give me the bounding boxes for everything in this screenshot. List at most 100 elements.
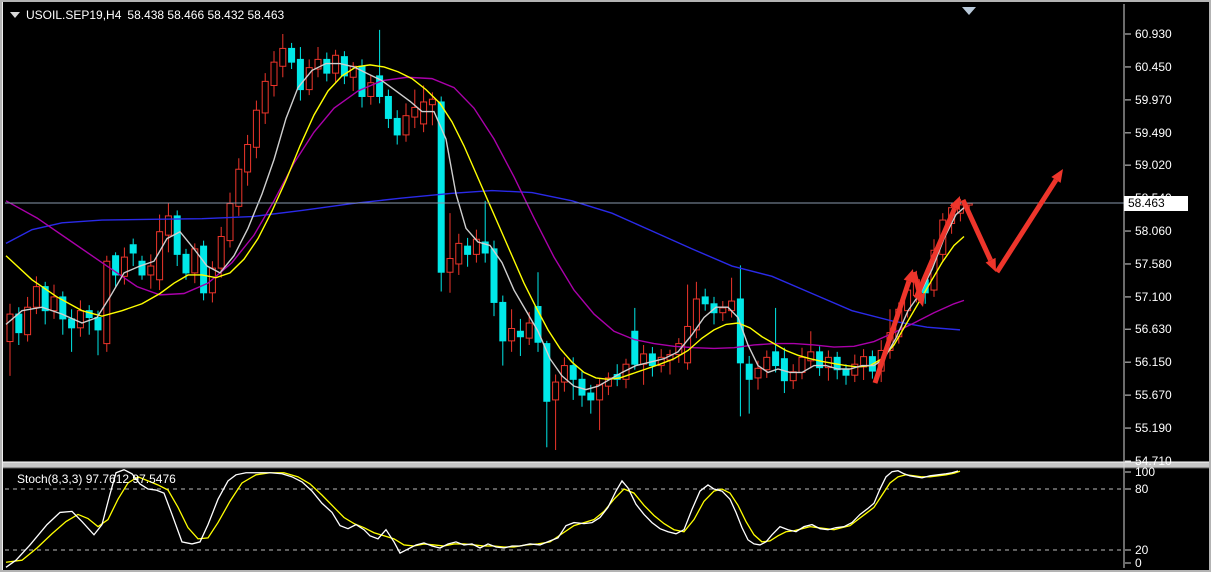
candle-bear [129, 244, 137, 254]
candle-bull [208, 267, 216, 294]
candle-bull [596, 384, 604, 401]
candle-bear [701, 296, 709, 305]
candle-bull [261, 80, 269, 114]
candle-bear [200, 245, 208, 294]
arrow-shaft[interactable] [960, 198, 993, 262]
ma-mid-yellow [5, 64, 965, 381]
candle-bear [376, 75, 384, 97]
price-tick-label: 54.710 [1135, 454, 1172, 468]
stoch-tick-label: 0 [1135, 556, 1142, 570]
candle-bear [182, 253, 190, 274]
candle-bull [446, 257, 454, 273]
candle-bear [569, 365, 577, 380]
arrow-shaft[interactable] [913, 206, 958, 299]
candle-bear [481, 241, 489, 254]
candle-bull [314, 58, 322, 70]
arrow-head[interactable] [985, 257, 996, 272]
candle-bull [270, 61, 278, 86]
price-tick-label: 60.450 [1135, 60, 1172, 74]
arrow-head[interactable] [903, 269, 915, 284]
candle-bear [41, 286, 49, 312]
price-tick-label: 56.150 [1135, 355, 1172, 369]
candle-bull [279, 47, 287, 67]
candle-bull [50, 296, 58, 312]
candle-bull [525, 322, 533, 339]
candle-bull [164, 215, 172, 236]
trend-arrows-annotation[interactable] [872, 169, 1063, 384]
arrow-shaft[interactable] [872, 280, 912, 384]
candle-bear [112, 255, 120, 276]
candle-bull [428, 98, 436, 106]
price-tick-label: 59.490 [1135, 126, 1172, 140]
candle-bear [842, 369, 850, 376]
panel-splitter[interactable] [2, 462, 1209, 468]
price-tick-label: 55.190 [1135, 421, 1172, 435]
stoch-main-line [5, 469, 959, 568]
chart-shift-marker-icon[interactable] [962, 7, 976, 15]
candle-bull [807, 351, 815, 362]
candle-bull [76, 310, 84, 329]
candle-bear [437, 101, 445, 273]
symbol-period-label: USOIL.SEP19,H4 [26, 8, 122, 22]
candle-bear [772, 351, 780, 367]
candle-bear [59, 296, 67, 320]
ma-long-blue [5, 189, 961, 331]
candle-bull [120, 256, 128, 277]
candle-bull [367, 82, 375, 97]
price-tick-label: 60.930 [1135, 27, 1172, 41]
stoch-tick-label: 100 [1135, 465, 1155, 479]
candle-bear [94, 317, 102, 331]
candle-bear [323, 58, 331, 74]
candle-bear [648, 353, 656, 367]
candle-bull [226, 203, 234, 242]
candle-bull [6, 313, 14, 343]
candle-bull [657, 356, 665, 367]
price-tick-label: 57.580 [1135, 257, 1172, 271]
candle-bear [543, 343, 551, 402]
candle-bull [851, 363, 859, 376]
candle-bear [138, 260, 146, 276]
candle-bull [675, 343, 683, 356]
candle-bull [754, 367, 762, 379]
price-tick-label: 57.100 [1135, 290, 1172, 304]
ma-slow-magenta [5, 76, 965, 350]
candle-bear [15, 313, 23, 334]
current-price-label: 58.463 [1124, 196, 1188, 211]
candle-bull [411, 106, 419, 118]
price-tick-label: 59.970 [1135, 93, 1172, 107]
candle-bull [508, 328, 516, 342]
candle-bear [340, 56, 348, 77]
candle-bull [719, 307, 727, 314]
price-tick-label: 58.060 [1135, 224, 1172, 238]
stoch-tick-label: 80 [1135, 482, 1149, 496]
stoch-signal-line [5, 470, 961, 563]
candle-bear [173, 215, 181, 255]
candle-bear [68, 318, 76, 329]
candle-bear [587, 392, 595, 401]
candle-bull [305, 67, 313, 91]
candle-bull [455, 242, 463, 265]
candle-bull [244, 144, 252, 173]
candle-bear [296, 58, 304, 91]
ma-fast-white [5, 62, 965, 391]
price-tick-label: 59.020 [1135, 158, 1172, 172]
candle-bear [499, 301, 507, 342]
candle-bull [32, 286, 40, 308]
candle-bull [402, 115, 410, 136]
candle-bull [692, 298, 700, 331]
candle-bull [217, 236, 225, 269]
arrow-shaft[interactable] [994, 178, 1059, 274]
candle-bull [252, 109, 260, 148]
candle-bull [684, 325, 692, 364]
chart-dropdown-arrow-icon[interactable] [10, 12, 20, 18]
ohlc-values: 58.438 58.466 58.432 58.463 [127, 8, 285, 22]
stoch-indicator-label: Stoch(8,3,3) 97.7612 97.5476 [17, 472, 176, 486]
arrow-head[interactable] [1051, 169, 1063, 183]
candle-bull [24, 306, 32, 336]
arrow-head[interactable] [949, 196, 960, 211]
candle-bear [384, 95, 392, 119]
stoch-tick-label: 20 [1135, 543, 1149, 557]
